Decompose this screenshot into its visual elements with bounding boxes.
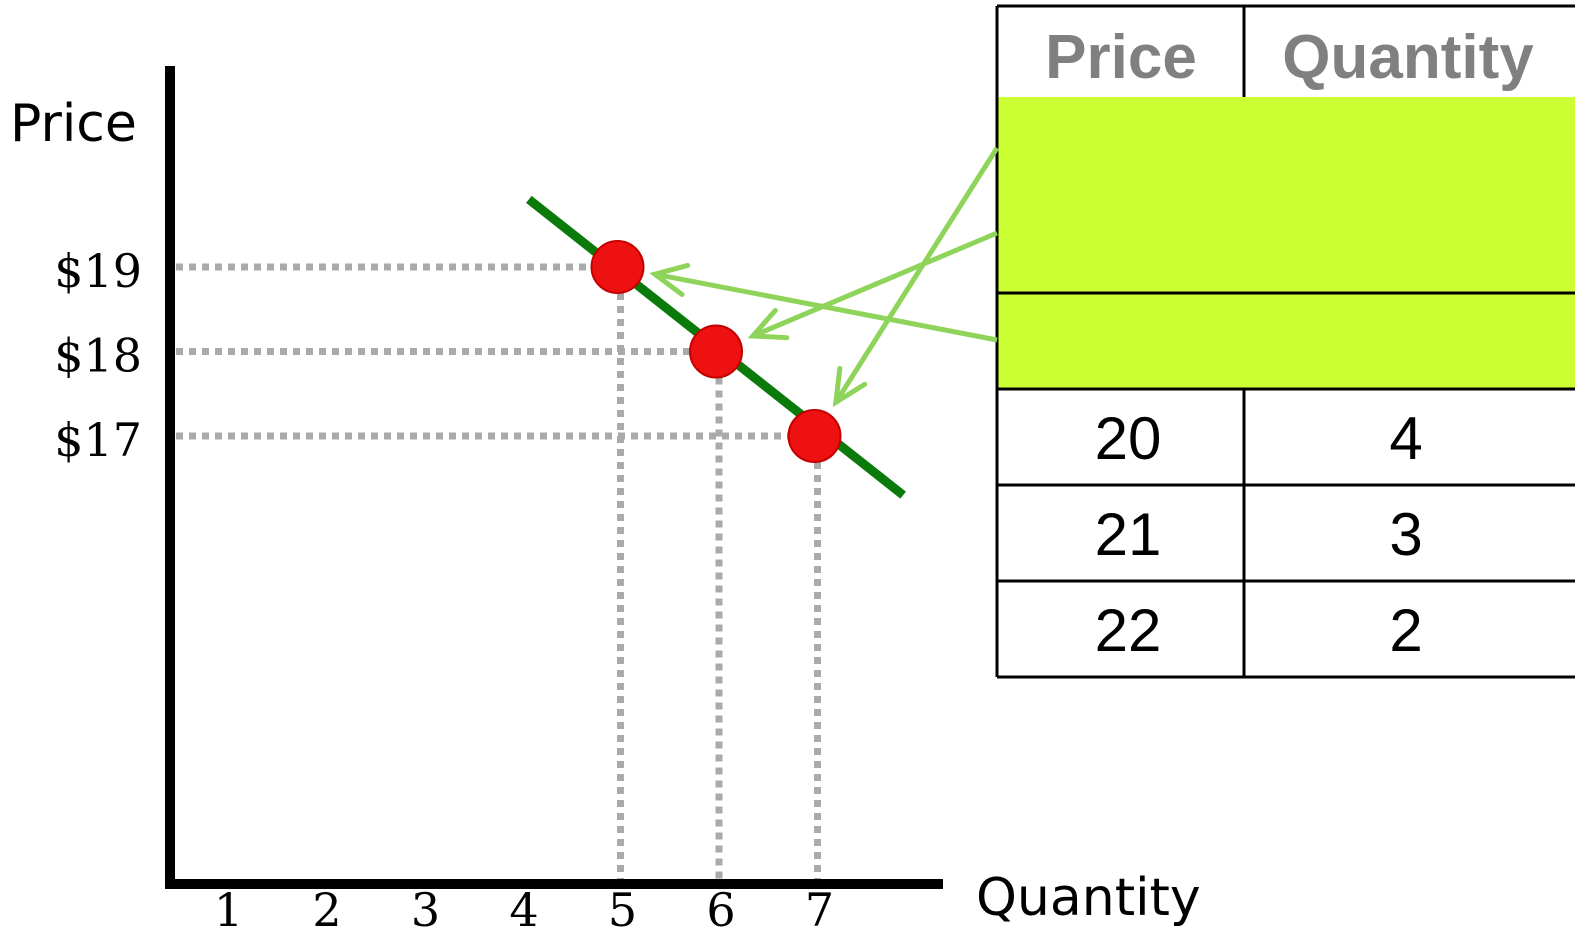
data-points — [590, 240, 842, 463]
connector-arrow — [751, 230, 998, 339]
y-tick-label: $19 — [54, 244, 142, 298]
data-point — [590, 240, 645, 294]
y-tick-label: $17 — [54, 413, 142, 467]
tick-labels: 1 2 3 4 5 6 7 $19 $18 $17 — [54, 244, 834, 932]
x-tick-label: 4 — [509, 883, 538, 932]
arrow-head — [832, 365, 868, 408]
x-tick-label: 1 — [214, 883, 243, 932]
x-tick-label: 2 — [312, 883, 341, 932]
data-point — [787, 409, 842, 463]
table-header-cell: Quantity — [1282, 23, 1534, 92]
y-axis-title: Price — [10, 94, 137, 154]
arrow-head — [747, 307, 790, 341]
table-cell: 20 — [1095, 405, 1162, 472]
table-header-cell: Price — [1045, 23, 1197, 92]
y-tick-label: $18 — [54, 329, 142, 383]
table-highlight-band — [997, 97, 1575, 389]
connector-arrow — [833, 146, 1000, 404]
table-cell: 3 — [1389, 501, 1422, 568]
guide-lines — [176, 263, 821, 884]
arrow-head — [649, 262, 691, 297]
connector-arrows — [649, 146, 1000, 408]
data-point — [689, 324, 743, 379]
table-cell: 22 — [1095, 597, 1162, 664]
chart-axes — [165, 66, 943, 889]
table-cell: 21 — [1095, 501, 1162, 568]
table-cell: 2 — [1389, 597, 1422, 664]
x-tick-label: 7 — [805, 883, 834, 932]
x-tick-label: 3 — [411, 883, 440, 932]
x-axis-title: Quantity — [976, 868, 1201, 928]
x-tick-label: 5 — [608, 883, 637, 932]
table-cell: 4 — [1389, 405, 1422, 472]
x-tick-label: 6 — [706, 883, 735, 932]
